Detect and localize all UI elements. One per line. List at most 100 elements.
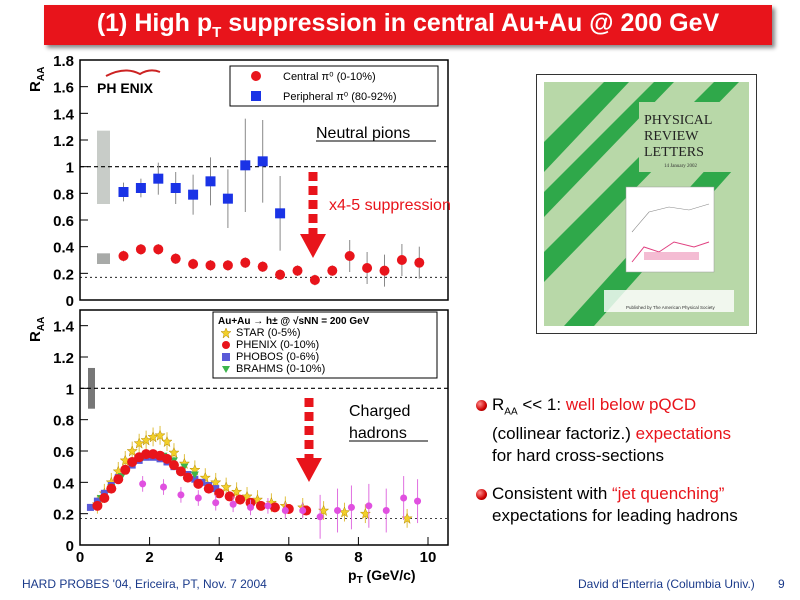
star-point <box>210 476 222 489</box>
journal-publisher: Published by The American Physical Socie… <box>626 305 715 310</box>
legend-peripheral-label: Peripheral π⁰ (80-92%) <box>283 91 397 103</box>
star-point <box>154 429 166 442</box>
phenix-point <box>182 472 193 483</box>
top-ytick-label: 0.8 <box>53 186 74 203</box>
phenix-point <box>106 483 117 494</box>
bottom-xtick-label: 2 <box>145 549 153 566</box>
central-point <box>379 265 390 276</box>
bullet-list: RAA << 1: well below pQCD (collinear fac… <box>476 394 796 527</box>
peripheral-point <box>188 189 199 200</box>
phobos-point <box>191 475 199 483</box>
star-point <box>126 445 138 457</box>
phenix-point <box>203 483 214 494</box>
charged-label-2: hadrons <box>349 425 407 442</box>
highpt-point <box>160 483 168 491</box>
top-norm-band-central <box>97 253 110 264</box>
phobos-point <box>86 503 94 511</box>
top-norm-band <box>97 130 110 204</box>
bottom-xtick-label: 8 <box>354 549 362 566</box>
prl-cover: PHYSICAL REVIEW LETTERS 14 January 2002 … <box>536 74 757 334</box>
bottom-legend-label: PHOBOS (0-6%) <box>236 351 319 363</box>
footer-left: HARD PROBES '04, Ericeira, PT, Nov. 7 20… <box>22 577 267 591</box>
peripheral-point <box>275 208 286 219</box>
central-point <box>153 244 164 255</box>
bottom-ytick-label: 1.2 <box>53 350 74 367</box>
charged-label-1: Charged <box>349 403 410 420</box>
legend-phobos-marker <box>222 353 230 361</box>
bottom-xlabel: pT (GeV/c) <box>348 567 416 586</box>
central-point <box>414 257 425 268</box>
phenix-point <box>224 491 235 502</box>
journal-line1: PHYSICAL <box>644 113 712 128</box>
phenix-point <box>214 488 225 499</box>
highpt-point <box>316 513 324 521</box>
star-point <box>220 481 232 493</box>
central-point <box>362 263 373 273</box>
bullet-dot <box>476 400 487 411</box>
top-ytick-label: 1 <box>66 160 74 177</box>
highpt-point <box>400 494 408 502</box>
suppression-label: x4-5 suppression <box>329 197 451 214</box>
bottom-ytick-label: 1 <box>66 381 74 398</box>
top-ytick-label: 1.6 <box>53 80 74 97</box>
central-point <box>205 260 216 271</box>
bullet-2: Consistent with “jet quenching” expectat… <box>476 483 796 527</box>
slide-title-bar: (1) High pT suppression in central Au+Au… <box>44 5 772 45</box>
phenix-point <box>193 478 204 489</box>
central-point <box>188 259 199 269</box>
bottom-ytick-label: 0 <box>66 538 74 555</box>
bottom-xtick-label: 4 <box>215 549 224 566</box>
peripheral-point <box>135 183 146 193</box>
star-point <box>241 490 253 503</box>
top-legend <box>229 65 439 107</box>
highpt-point <box>139 480 147 488</box>
top-ytick-label: 0.4 <box>53 240 75 257</box>
star-point <box>161 435 173 448</box>
journal-line3: LETTERS <box>644 145 704 160</box>
top-ylabel: RAA <box>27 67 47 92</box>
phenix-point <box>175 466 186 477</box>
top-ytick-label: 1.8 <box>53 53 74 70</box>
central-point <box>292 265 303 276</box>
bottom-ytick-label: 0.4 <box>53 475 75 492</box>
legend-peripheral-marker <box>251 91 261 101</box>
phenix-point <box>141 449 152 460</box>
bottom-legend-label: BRAHMS (0-10%) <box>236 363 325 375</box>
central-point <box>327 265 338 276</box>
top-ytick-label: 0 <box>66 293 74 310</box>
bottom-legend-label: STAR (0-5%) <box>236 327 301 339</box>
peripheral-point <box>257 156 268 167</box>
top-ytick-label: 1.2 <box>53 133 74 150</box>
legend-central-label: Central π⁰ (0-10%) <box>283 71 376 83</box>
brahms-point <box>190 471 199 479</box>
central-point <box>309 275 320 285</box>
legend-star-marker <box>220 327 232 339</box>
highpt-point <box>264 502 272 510</box>
footer-author: David d'Enterria (Columbia Univ.) <box>578 577 755 591</box>
phenix-point <box>255 500 266 511</box>
bullet-dot <box>476 489 487 501</box>
central-point <box>135 244 146 255</box>
bottom-legend-title: Au+Au → h± @ √sNN = 200 GeV <box>218 316 370 327</box>
top-ytick-label: 0.6 <box>53 213 74 230</box>
highpt-point <box>229 500 237 508</box>
neutral-pions-label: Neutral pions <box>316 125 410 142</box>
bottom-legend-label: PHENIX (0-10%) <box>236 339 319 351</box>
peripheral-point <box>170 183 181 193</box>
phenix-point <box>99 493 110 503</box>
prl-cover-art: PHYSICAL REVIEW LETTERS 14 January 2002 … <box>544 82 749 326</box>
bottom-legend <box>212 311 438 379</box>
peripheral-point <box>153 173 164 184</box>
bottom-xtick-label: 10 <box>420 549 437 566</box>
bottom-xtick-label: 6 <box>285 549 293 566</box>
star-point <box>140 434 152 446</box>
central-point <box>170 253 181 264</box>
suppression-arrow-head <box>300 234 326 258</box>
highpt-point <box>177 491 185 499</box>
highpt-point <box>247 503 255 511</box>
phenix-logo: PH ENIX <box>97 80 154 96</box>
brahms-point <box>180 463 189 471</box>
phenix-point <box>168 460 179 471</box>
peripheral-point <box>118 187 129 197</box>
bottom-ytick-label: 0.6 <box>53 444 74 461</box>
